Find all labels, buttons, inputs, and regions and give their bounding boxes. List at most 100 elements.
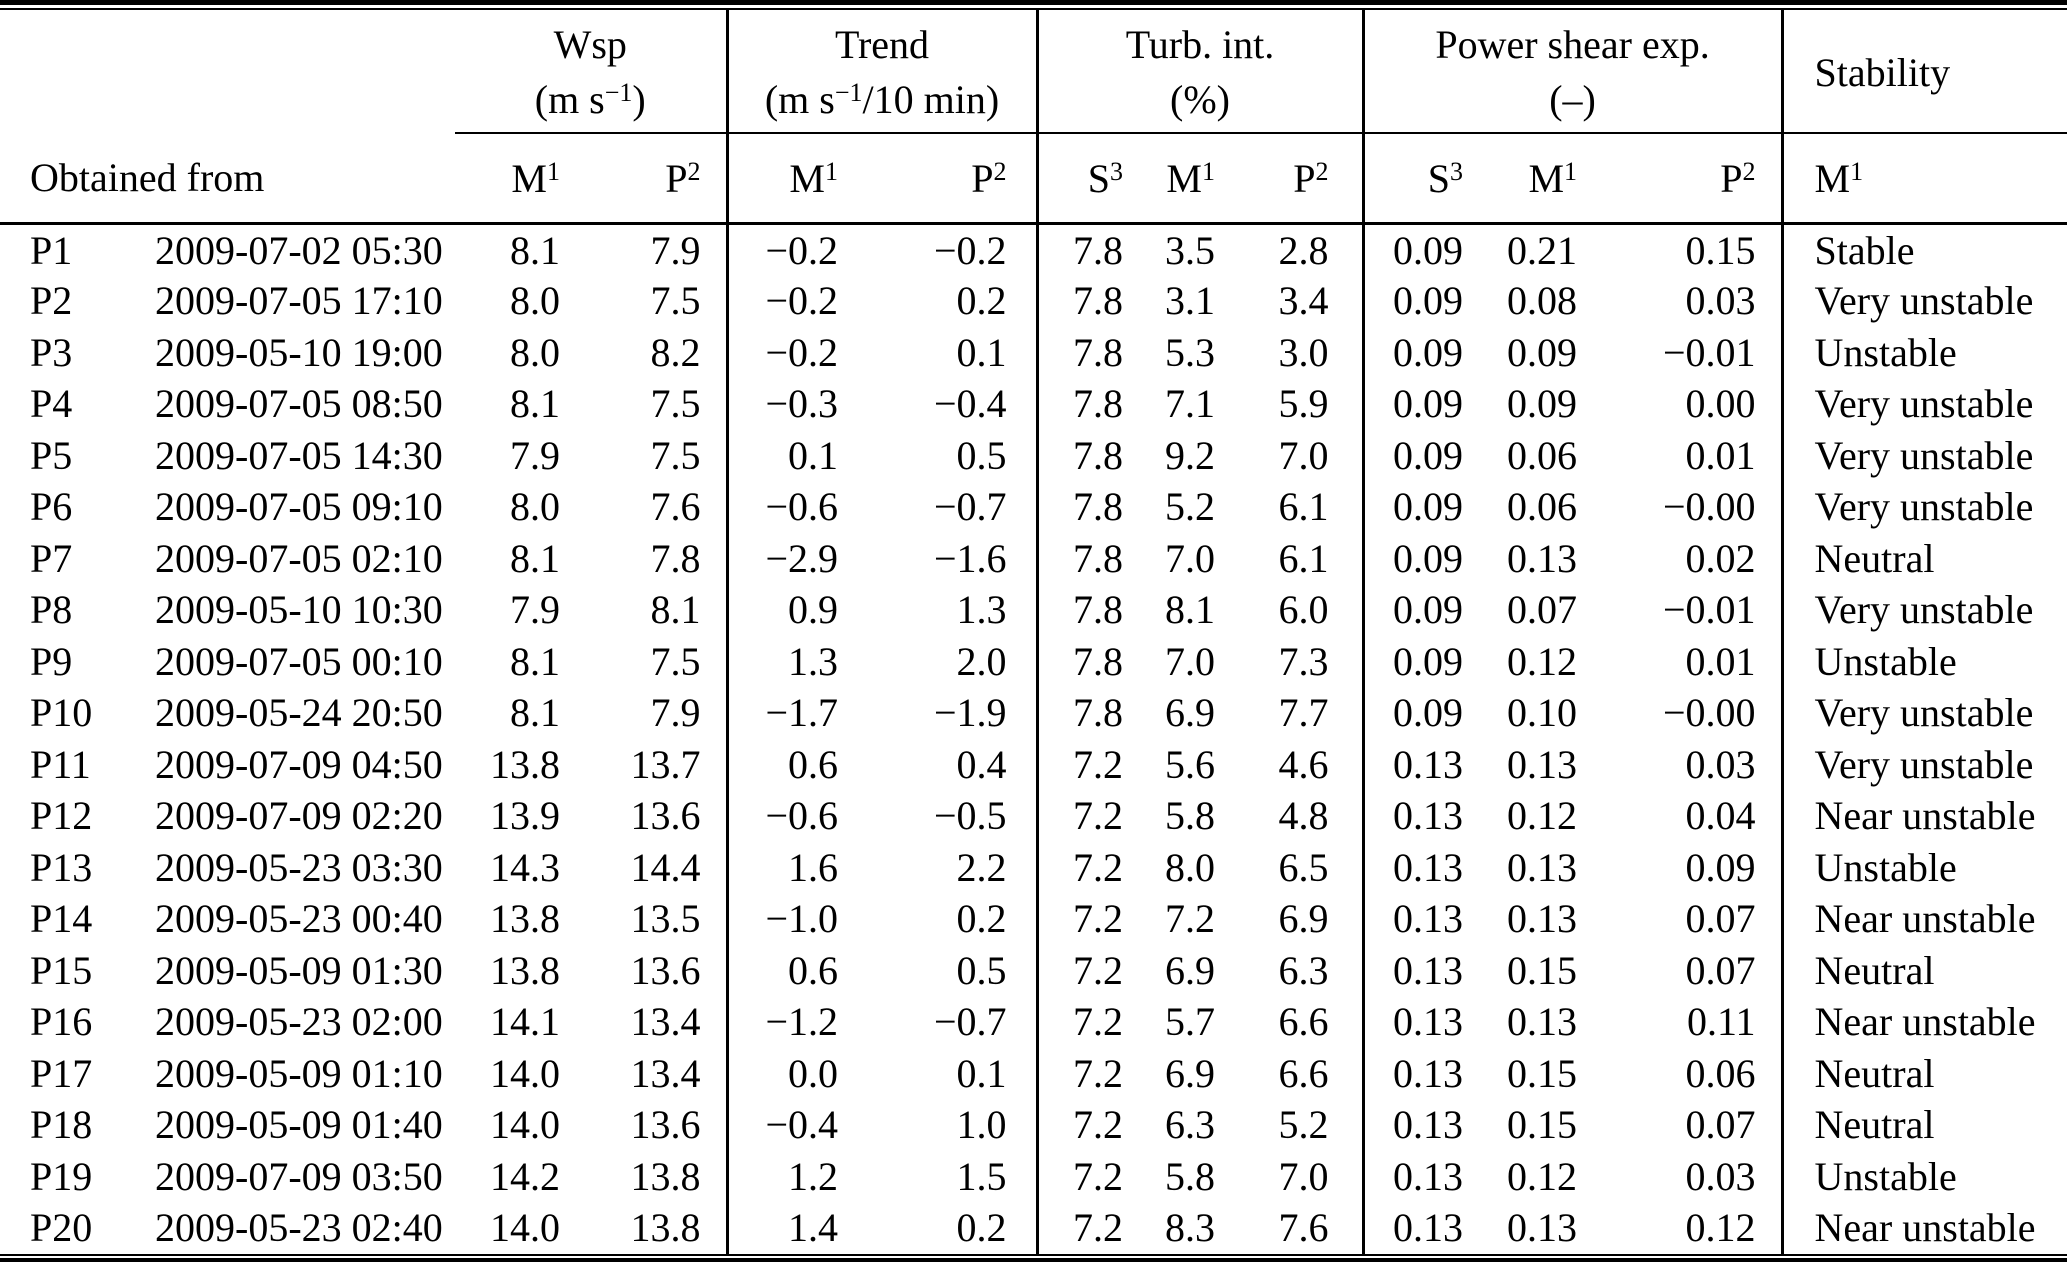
trend-measured-cell: 1.4: [788, 1205, 838, 1251]
stability-cell: Very unstable: [1814, 690, 2034, 736]
shear-predicted-cell: 0.11: [1577, 996, 1784, 1048]
trend-predicted-cell: 0.5: [838, 429, 1039, 481]
wsp-measured-cell: 14.0: [490, 1205, 560, 1251]
group-name: Wsp: [553, 22, 627, 67]
table-row: P15 2009-05-09 01:30 13.8 13.6 0.6 0.5 7.2 6.9 6…: [0, 944, 2067, 996]
turb-int-simulated-cell: 7.2: [1073, 1153, 1123, 1199]
shear-measured-cell: 0.13: [1507, 741, 1578, 787]
wsp-measured-cell: 8.1: [510, 381, 560, 427]
trend-measured-cell: 0.9: [788, 587, 838, 633]
row-id-cell: P1: [30, 227, 73, 273]
wsp-measured-cell: 8.0: [510, 278, 560, 324]
datetime-cell: 2009-05-09 01:40: [155, 1102, 443, 1148]
turb-int-measured-cell: 3.5: [1165, 227, 1215, 273]
trend-predicted-cell: 1.0: [838, 1099, 1039, 1151]
shear-predicted-cell: 0.01: [1577, 635, 1784, 687]
wsp-measured-cell: 8.0: [510, 329, 560, 375]
shear-simulated-cell: 0.13: [1393, 1102, 1464, 1148]
turb-int-measured-cell: 6.9: [1165, 690, 1215, 736]
trend-measured-cell: −0.6: [765, 793, 838, 839]
datetime-cell: 2009-05-09 01:30: [155, 947, 443, 993]
row-id-cell: P5: [30, 432, 73, 478]
obtained-from-header: Obtained from: [0, 133, 455, 225]
shear-simulated-cell: 0.09: [1393, 535, 1464, 581]
wsp-predicted-cell: 7.6: [560, 481, 729, 533]
row-id-cell: P2: [30, 278, 73, 324]
shear-measured-cell: 0.15: [1507, 1050, 1578, 1096]
stability-cell: Unstable: [1814, 329, 1957, 375]
shear-simulated-cell: 0.09: [1393, 329, 1464, 375]
row-id-cell: P9: [30, 638, 73, 684]
shear-simulated-cell: 0.09: [1393, 278, 1464, 324]
trend-measured-cell: 1.6: [788, 844, 838, 890]
wsp-measured-cell: 14.3: [490, 844, 560, 890]
trend-measured-cell: −1.2: [765, 999, 838, 1045]
row-id-cell: P10: [30, 690, 93, 736]
turb-int-simulated-cell: 7.8: [1073, 535, 1123, 581]
shear-simulated-cell: 0.13: [1393, 741, 1464, 787]
turb-int-measured-cell: 5.3: [1165, 329, 1215, 375]
turb-int-simulated-cell: 7.8: [1073, 690, 1123, 736]
turb-int-measured-cell: 5.8: [1165, 1153, 1215, 1199]
wsp-measured-cell: 13.8: [490, 896, 560, 942]
shear-predicted-cell: 0.03: [1577, 738, 1784, 790]
shear-predicted-cell: −0.01: [1577, 584, 1784, 636]
stability-cell: Neutral: [1814, 1050, 1935, 1096]
turb-int-predicted-cell: 7.0: [1215, 429, 1365, 481]
group-name: Stability: [1814, 50, 1951, 95]
turb-int-measured-cell: 7.2: [1165, 896, 1215, 942]
wsp-predicted-cell: 8.1: [560, 584, 729, 636]
trend-measured-cell: −2.9: [765, 535, 838, 581]
subheader-wsp-p: P2: [560, 133, 729, 225]
turb-int-measured-cell: 8.3: [1165, 1205, 1215, 1251]
row-id-cell: P8: [30, 587, 73, 633]
group-header-row: Wsp (m s−1) Trend (m s−1/10 min) Turb. i…: [0, 10, 2067, 134]
table-row: P17 2009-05-09 01:10 14.0 13.4 0.0 0.1 7.2 6.9 6…: [0, 1047, 2067, 1099]
wsp-measured-cell: 14.1: [490, 999, 560, 1045]
datetime-cell: 2009-07-09 02:20: [155, 793, 443, 839]
shear-simulated-cell: 0.09: [1393, 227, 1464, 273]
group-header-turb-int: Turb. int. (%): [1037, 10, 1365, 134]
wsp-predicted-cell: 13.4: [560, 996, 729, 1048]
turb-int-predicted-cell: 6.6: [1215, 1047, 1365, 1099]
wsp-measured-cell: 13.8: [490, 947, 560, 993]
wsp-measured-cell: 8.0: [510, 484, 560, 530]
shear-predicted-cell: 0.07: [1577, 1099, 1784, 1151]
turb-int-measured-cell: 9.2: [1165, 432, 1215, 478]
table-row: P4 2009-07-05 08:50 8.1 7.5 −0.3 −0.4 7.8 7.1 5.…: [0, 378, 2067, 430]
bottom-rule: [0, 1253, 2067, 1262]
turb-int-predicted-cell: 6.1: [1215, 532, 1365, 584]
turb-int-measured-cell: 5.8: [1165, 793, 1215, 839]
shear-measured-cell: 0.06: [1507, 484, 1578, 530]
trend-measured-cell: 0.1: [788, 432, 838, 478]
datetime-cell: 2009-05-10 19:00: [155, 329, 443, 375]
turb-int-predicted-cell: 7.6: [1215, 1202, 1365, 1254]
trend-measured-cell: −1.7: [765, 690, 838, 736]
row-id-cell: P15: [30, 947, 93, 993]
stability-cell: Neutral: [1814, 535, 1935, 581]
wsp-measured-cell: 13.8: [490, 741, 560, 787]
turb-int-predicted-cell: 5.2: [1215, 1099, 1365, 1151]
turb-int-simulated-cell: 7.8: [1073, 587, 1123, 633]
row-id-cell: P17: [30, 1050, 93, 1096]
trend-predicted-cell: −0.5: [838, 790, 1039, 842]
turb-int-predicted-cell: 4.6: [1215, 738, 1365, 790]
shear-predicted-cell: 0.06: [1577, 1047, 1784, 1099]
turb-int-measured-cell: 6.9: [1165, 947, 1215, 993]
group-unit: (%): [1170, 77, 1230, 122]
trend-predicted-cell: −1.6: [838, 532, 1039, 584]
trend-predicted-cell: 0.2: [838, 275, 1039, 327]
wsp-predicted-cell: 7.9: [560, 223, 729, 275]
group-header-trend: Trend (m s−1/10 min): [727, 10, 1039, 134]
stability-cell: Near unstable: [1814, 896, 2036, 942]
shear-measured-cell: 0.08: [1507, 278, 1578, 324]
trend-measured-cell: −1.0: [765, 896, 838, 942]
stability-cell: Stable: [1814, 227, 1915, 273]
trend-predicted-cell: 1.3: [838, 584, 1039, 636]
turb-int-measured-cell: 7.0: [1165, 638, 1215, 684]
shear-measured-cell: 0.13: [1507, 844, 1578, 890]
sub-header-row: Obtained from M1 P2 M1 P2 S3 M1 P2 S3 M1…: [0, 133, 2067, 225]
stability-cell: Near unstable: [1814, 793, 2036, 839]
turb-int-measured-cell: 7.1: [1165, 381, 1215, 427]
